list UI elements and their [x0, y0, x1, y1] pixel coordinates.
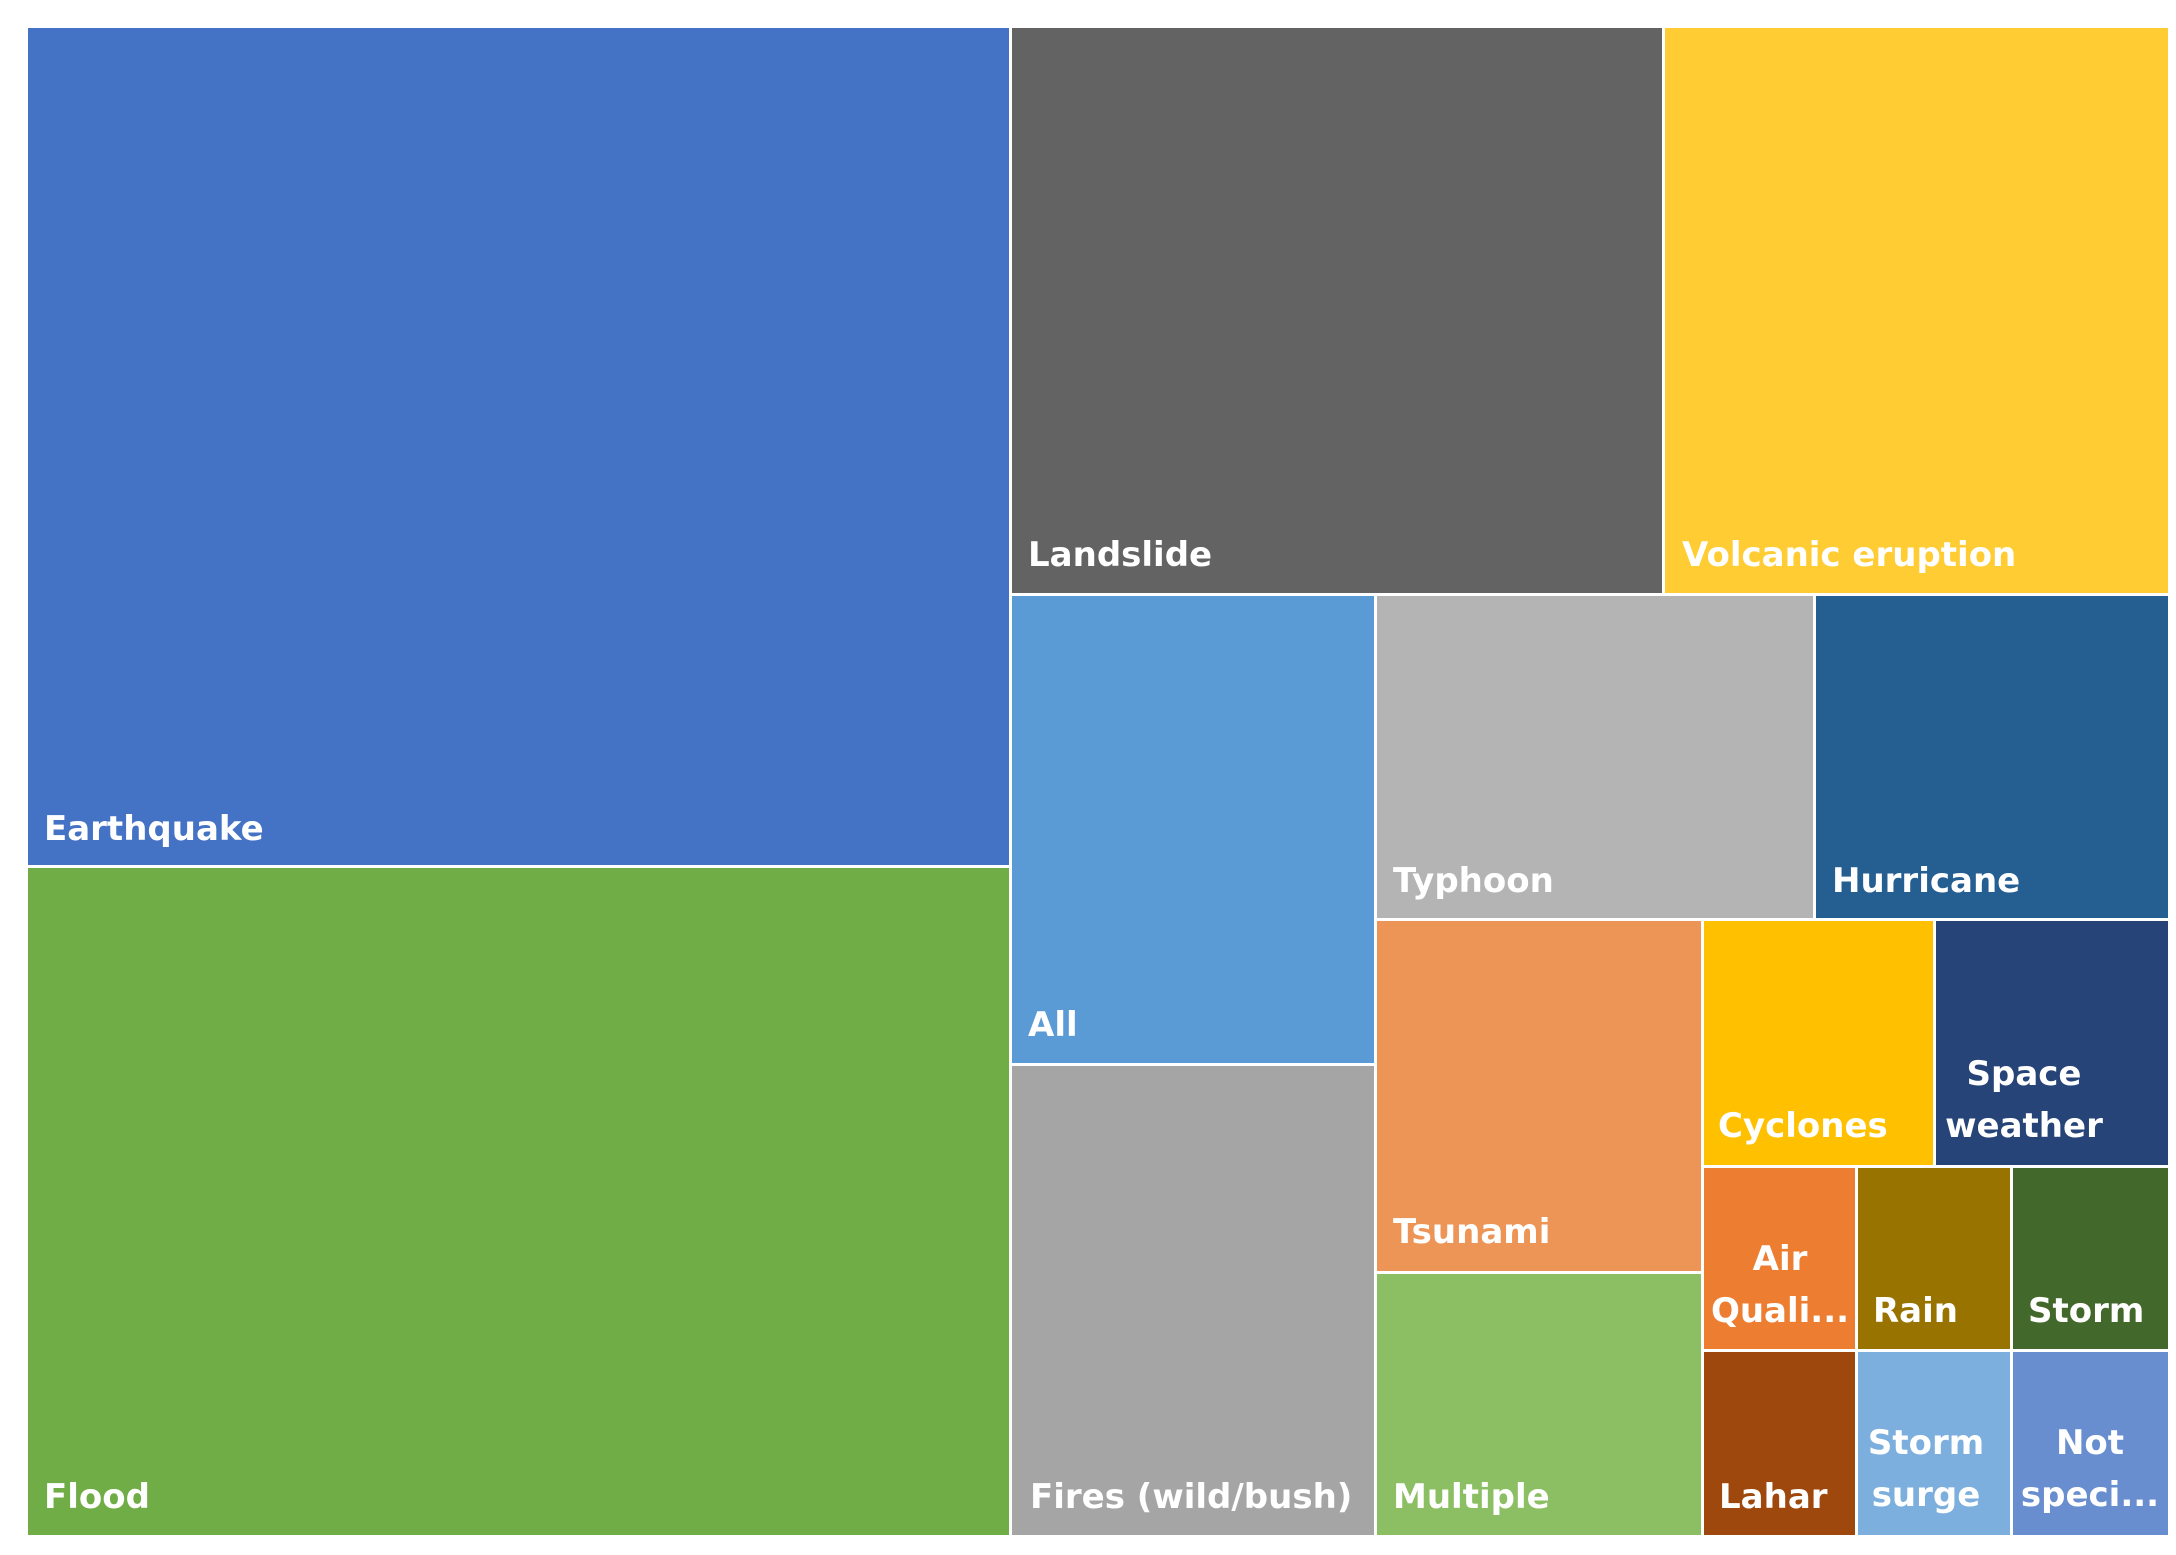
- treemap-label-fires-wild-bush: Fires (wild/bush): [1030, 1477, 1352, 1517]
- treemap-tile-hurricane: Hurricane: [1816, 596, 2168, 918]
- treemap-tile-rain: Rain: [1858, 1168, 2010, 1349]
- treemap-label-storm: Storm: [2028, 1291, 2144, 1331]
- treemap-label-space-weather: Space weather: [1945, 1054, 2103, 1146]
- treemap-tile-cyclones: Cyclones: [1704, 921, 1933, 1165]
- treemap-label-earthquake: Earthquake: [44, 809, 264, 849]
- treemap-tile-earthquake: Earthquake: [28, 28, 1009, 865]
- treemap-rect-multiple: [1377, 1274, 1701, 1535]
- treemap-label-all: All: [1028, 1005, 1078, 1045]
- treemap-label-air-quali: Air Quali...: [1711, 1239, 1849, 1331]
- treemap-tile-multiple: Multiple: [1377, 1274, 1701, 1535]
- treemap-rect-fires-wild-bush: [1012, 1066, 1374, 1535]
- treemap-tile-not-speci: Not speci...: [2013, 1352, 2168, 1535]
- treemap-rect-flood: [28, 868, 1009, 1535]
- treemap-label-cyclones: Cyclones: [1718, 1106, 1888, 1146]
- treemap-tile-all: All: [1012, 596, 1374, 1063]
- treemap-label-lahar: Lahar: [1719, 1477, 1828, 1517]
- treemap-rect-rain: [1858, 1168, 2010, 1349]
- treemap-label-rain: Rain: [1873, 1291, 1958, 1331]
- treemap-rect-cyclones: [1704, 921, 1933, 1165]
- treemap-rect-earthquake: [28, 28, 1009, 865]
- treemap-tile-volcanic-eruption: Volcanic eruption: [1665, 28, 2168, 593]
- treemap-rect-not-speci: [2013, 1352, 2168, 1535]
- treemap-rect-air-quali: [1704, 1168, 1855, 1349]
- treemap-label-volcanic-eruption: Volcanic eruption: [1682, 535, 2016, 575]
- treemap-label-not-speci: Not speci...: [2021, 1423, 2159, 1515]
- treemap-rect-tsunami: [1377, 921, 1701, 1271]
- treemap-tile-flood: Flood: [28, 868, 1009, 1535]
- treemap-rect-storm-surge: [1858, 1352, 2010, 1535]
- treemap-label-typhoon: Typhoon: [1393, 861, 1554, 901]
- treemap-tile-tsunami: Tsunami: [1377, 921, 1701, 1271]
- treemap-label-flood: Flood: [44, 1477, 150, 1517]
- treemap-rect-storm: [2013, 1168, 2168, 1349]
- treemap-tile-space-weather: Space weather: [1936, 921, 2168, 1165]
- treemap-tile-air-quali: Air Quali...: [1704, 1168, 1855, 1349]
- treemap-rect-landslide: [1012, 28, 1662, 593]
- treemap-label-storm-surge: Storm surge: [1868, 1423, 1984, 1515]
- treemap-rect-all: [1012, 596, 1374, 1063]
- treemap-label-tsunami: Tsunami: [1393, 1212, 1550, 1252]
- treemap-rect-typhoon: [1377, 596, 1813, 918]
- treemap-rect-space-weather: [1936, 921, 2168, 1165]
- treemap-tile-fires-wild-bush: Fires (wild/bush): [1012, 1066, 1374, 1535]
- treemap-tile-storm: Storm: [2013, 1168, 2168, 1349]
- treemap-tile-typhoon: Typhoon: [1377, 596, 1813, 918]
- treemap-tile-storm-surge: Storm surge: [1858, 1352, 2010, 1535]
- treemap-rect-volcanic-eruption: [1665, 28, 2168, 593]
- treemap-rect-hurricane: [1816, 596, 2168, 918]
- treemap-tile-lahar: Lahar: [1704, 1352, 1855, 1535]
- treemap-label-multiple: Multiple: [1393, 1477, 1550, 1517]
- treemap-label-landslide: Landslide: [1028, 535, 1212, 575]
- treemap-label-hurricane: Hurricane: [1832, 861, 2020, 901]
- treemap-tile-landslide: Landslide: [1012, 28, 1662, 593]
- treemap-rect-lahar: [1704, 1352, 1855, 1535]
